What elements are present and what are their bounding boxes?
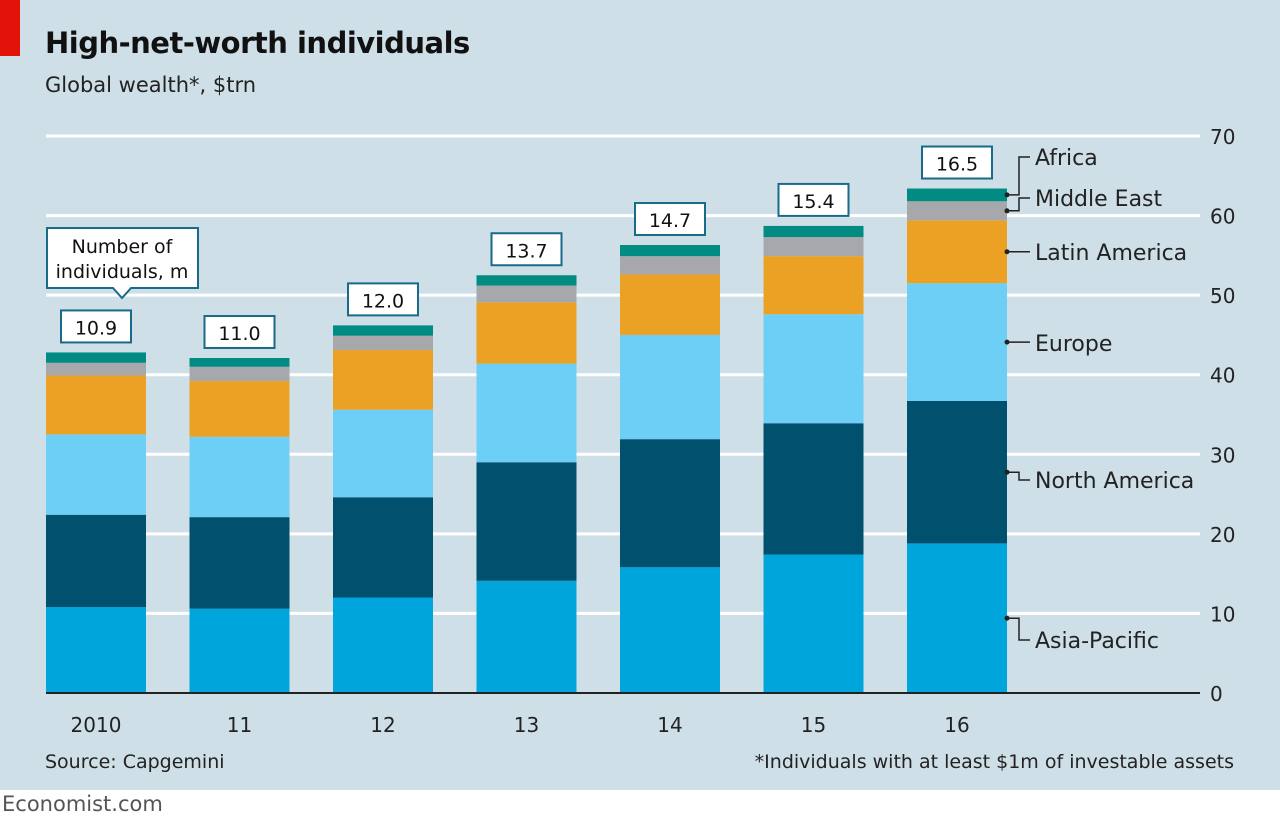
bar-segment-north-america	[620, 439, 720, 568]
y-tick-label: 20	[1210, 523, 1235, 547]
brand-logo-text: Economist.com	[2, 792, 163, 816]
bar-segment-north-america	[333, 497, 433, 598]
bar-segment-middle-east	[476, 285, 577, 303]
legend-label-latin-america: Latin America	[1035, 241, 1187, 266]
annotation-value: 15.4	[792, 191, 834, 213]
annotation-box	[203, 315, 276, 350]
x-tick-label: 16	[944, 713, 969, 737]
bar-segment-africa	[907, 188, 1007, 202]
bar-segment-latin-america	[46, 375, 146, 435]
bar-segment-north-america	[907, 400, 1007, 544]
chart-title: High-net-worth individuals	[45, 26, 470, 60]
annotation-box	[921, 145, 993, 180]
bar-segment-latin-america	[476, 302, 577, 364]
bar-segment-asia-pacific	[620, 567, 720, 693]
bar-segment-middle-east	[620, 256, 720, 275]
bar-segment-asia-pacific	[763, 554, 864, 693]
annotation-box	[777, 182, 850, 217]
bar-segment-latin-america	[907, 220, 1007, 284]
bar-segment-latin-america	[333, 350, 433, 410]
x-tick-label: 13	[514, 713, 539, 737]
annotation-value: 14.7	[649, 210, 691, 232]
bar-segment-latin-america	[620, 274, 720, 335]
bar-segment-asia-pacific	[189, 608, 290, 693]
bar-segment-africa	[620, 245, 720, 257]
legend-leader-line	[1007, 156, 1030, 196]
annotation-box	[634, 202, 706, 237]
x-tick-label: 15	[801, 713, 826, 737]
bar-segment-north-america	[46, 514, 146, 608]
brand-red-tag	[0, 0, 20, 56]
bar-segment-middle-east	[333, 335, 433, 351]
annotation-value: 12.0	[362, 290, 404, 312]
bar-segment-asia-pacific	[333, 597, 433, 693]
bar-segment-asia-pacific	[46, 607, 146, 693]
bar-segment-middle-east	[907, 201, 1007, 221]
bar-segment-north-america	[476, 462, 577, 581]
legend-leader-line	[1007, 471, 1030, 481]
source-note: Source: Capgemini	[45, 751, 225, 773]
stacked-bar-chart: 0 10 20 30 40 50 60 70 2010 10.9 11 11.0 12 12.0 13 13.…	[46, 125, 1235, 737]
bar-segment-north-america	[763, 423, 864, 555]
bar-segment-middle-east	[763, 237, 864, 257]
bar-segment-latin-america	[189, 381, 290, 437]
legend-leader-line	[1007, 197, 1030, 212]
legend-label-europe: Europe	[1035, 332, 1112, 357]
x-tick-label: 14	[657, 713, 682, 737]
legend-label-middle-east: Middle East	[1035, 187, 1163, 212]
callout-box	[46, 227, 199, 300]
bar-segment-europe	[620, 334, 720, 440]
bar-segment-latin-america	[763, 256, 864, 315]
bar-segment-europe	[763, 314, 864, 424]
legend-leader-line	[1007, 617, 1030, 641]
bar-segment-asia-pacific	[476, 580, 577, 693]
callout-label-line2: individuals, m	[56, 261, 189, 283]
x-tick-label: 11	[227, 713, 252, 737]
bar-segment-europe	[476, 363, 577, 463]
bar-segment-north-america	[189, 517, 290, 609]
bar-segment-europe	[333, 409, 433, 498]
y-tick-label: 0	[1210, 682, 1223, 706]
y-tick-label: 10	[1210, 602, 1235, 626]
x-tick-label: 2010	[71, 713, 122, 737]
bar-segment-middle-east	[189, 366, 290, 382]
footnote: *Individuals with at least $1m of invest…	[754, 751, 1234, 773]
x-tick-label: 12	[370, 713, 395, 737]
bar-segment-middle-east	[46, 362, 146, 376]
legend-label-asia-pacific: Asia-Pacific	[1035, 629, 1159, 654]
legend-label-africa: Africa	[1035, 146, 1098, 171]
y-tick-label: 30	[1210, 443, 1235, 467]
annotation-box	[60, 309, 132, 344]
legend-label-north-america: North America	[1035, 469, 1194, 494]
bar-segment-europe	[907, 283, 1007, 401]
annotation-value: 11.0	[218, 323, 260, 345]
annotation-value: 13.7	[505, 240, 547, 262]
bar-segment-africa	[333, 325, 433, 336]
annotation-value: 10.9	[75, 317, 117, 339]
bar-segment-africa	[763, 225, 864, 238]
bar-segment-africa	[46, 352, 146, 363]
callout-label-line1: Number of	[72, 236, 174, 258]
y-tick-label: 40	[1210, 364, 1235, 388]
bar-segment-europe	[189, 436, 290, 518]
y-tick-label: 50	[1210, 284, 1235, 308]
chart-subtitle: Global wealth*, $trn	[45, 73, 257, 97]
y-tick-label: 60	[1210, 205, 1235, 229]
bar-segment-africa	[189, 358, 290, 367]
annotation-box	[490, 232, 563, 267]
annotation-box	[347, 282, 419, 317]
bar-segment-asia-pacific	[907, 543, 1007, 693]
y-tick-label: 70	[1210, 125, 1235, 149]
bar-segment-europe	[46, 434, 146, 515]
bar-segment-africa	[476, 275, 577, 286]
annotation-value: 16.5	[936, 154, 978, 176]
